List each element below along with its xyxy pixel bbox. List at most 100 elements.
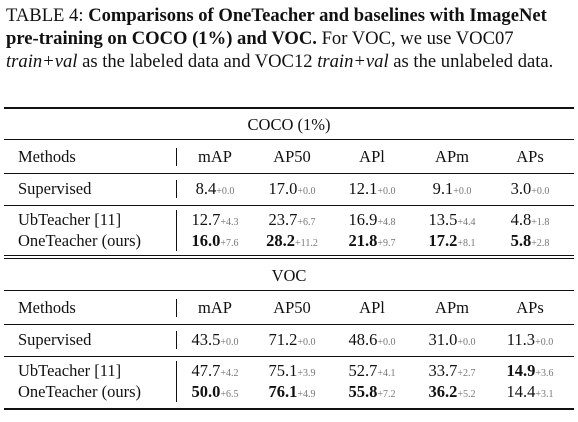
column-separator xyxy=(176,148,177,166)
caption-segment: Comparisons of OneTeacher and baselines … xyxy=(6,5,547,49)
column-separator xyxy=(176,361,177,402)
result-value: 11.3 xyxy=(506,330,536,349)
result-value: 9.1 xyxy=(432,179,454,198)
method-name: Supervised xyxy=(18,179,92,198)
column-header: mAP xyxy=(198,298,232,317)
result-value: 5.8 xyxy=(510,231,532,250)
result-gain: +7.6 xyxy=(220,238,239,249)
caption-segment: as the unlabeled data. xyxy=(388,51,554,72)
result-gain: +6.7 xyxy=(297,217,316,228)
result-cell: 14.4+3.1 xyxy=(506,382,553,402)
result-value: 31.0 xyxy=(428,330,458,349)
result-value: 17.2 xyxy=(428,231,458,250)
result-value: 52.7 xyxy=(348,361,378,380)
result-gain: +0.0 xyxy=(457,337,476,348)
result-cell: 33.7+2.7 xyxy=(428,361,475,381)
result-cell: 9.1+0.0 xyxy=(433,179,472,199)
result-value: 76.1 xyxy=(268,382,298,401)
result-gain: +2.8 xyxy=(531,238,550,249)
method-name: Supervised xyxy=(18,330,92,349)
table-rule xyxy=(4,408,574,410)
column-header: APl xyxy=(359,147,385,166)
result-cell: 21.8+9.7 xyxy=(348,231,395,251)
result-cell: 12.7+4.3 xyxy=(191,210,238,230)
result-cell: 28.2+11.2 xyxy=(266,231,318,251)
result-gain: +6.5 xyxy=(220,389,239,400)
result-cell: 50.0+6.5 xyxy=(191,382,238,402)
table-rule xyxy=(4,290,574,291)
method-name: UbTeacher [11] xyxy=(18,210,122,229)
result-gain: +4.2 xyxy=(220,368,239,379)
result-value: 12.1 xyxy=(348,179,378,198)
result-cell: 52.7+4.1 xyxy=(348,361,395,381)
result-gain: +0.0 xyxy=(297,186,316,197)
result-cell: 16.0+7.6 xyxy=(191,231,238,251)
result-value: 8.4 xyxy=(195,179,217,198)
column-separator xyxy=(176,210,177,251)
method-name: OneTeacher (ours) xyxy=(18,231,141,250)
result-cell: 3.0+0.0 xyxy=(511,179,550,199)
result-value: 48.6 xyxy=(348,330,378,349)
result-gain: +0.0 xyxy=(535,337,554,348)
table-rule xyxy=(4,356,574,357)
result-cell: 75.1+3.9 xyxy=(268,361,315,381)
result-gain: +4.3 xyxy=(220,217,239,228)
result-cell: 11.3+0.0 xyxy=(507,330,553,350)
result-value: 4.8 xyxy=(510,210,532,229)
result-value: 71.2 xyxy=(268,330,298,349)
result-value: 14.4 xyxy=(506,382,536,401)
table-rule xyxy=(4,324,574,325)
column-header: AP50 xyxy=(273,298,311,317)
table-rule xyxy=(4,258,574,259)
method-name: UbTeacher [11] xyxy=(18,361,122,380)
result-gain: +0.0 xyxy=(453,186,472,197)
result-cell: 16.9+4.8 xyxy=(348,210,395,230)
result-cell: 17.2+8.1 xyxy=(428,231,475,251)
result-value: 16.9 xyxy=(348,210,378,229)
result-cell: 4.8+1.8 xyxy=(511,210,550,230)
column-header: mAP xyxy=(198,147,232,166)
column-header: APl xyxy=(359,298,385,317)
result-gain: +0.0 xyxy=(377,337,396,348)
caption-segment: train+val xyxy=(317,51,389,72)
result-cell: 13.5+4.4 xyxy=(428,210,475,230)
result-value: 16.0 xyxy=(191,231,221,250)
column-header: AP50 xyxy=(273,147,311,166)
result-gain: +4.8 xyxy=(377,217,396,228)
result-value: 12.7 xyxy=(191,210,221,229)
result-cell: 23.7+6.7 xyxy=(268,210,315,230)
caption: TABLE 4: Comparisons of OneTeacher and b… xyxy=(6,4,572,73)
result-value: 3.0 xyxy=(510,179,532,198)
result-value: 55.8 xyxy=(348,382,378,401)
result-cell: 48.6+0.0 xyxy=(348,330,395,350)
result-gain: +8.1 xyxy=(457,238,476,249)
column-separator xyxy=(176,299,177,317)
result-cell: 55.8+7.2 xyxy=(348,382,395,402)
table-rule xyxy=(4,173,574,174)
result-cell: 31.0+0.0 xyxy=(428,330,475,350)
result-value: 13.5 xyxy=(428,210,458,229)
result-value: 28.2 xyxy=(266,231,296,250)
result-value: 23.7 xyxy=(268,210,298,229)
result-cell: 43.5+0.0 xyxy=(191,330,238,350)
result-value: 50.0 xyxy=(191,382,221,401)
result-gain: +3.9 xyxy=(297,368,316,379)
result-cell: 12.1+0.0 xyxy=(348,179,395,199)
table-rule xyxy=(4,139,574,140)
result-gain: +4.9 xyxy=(297,389,316,400)
result-cell: 71.2+0.0 xyxy=(268,330,315,350)
column-header: APs xyxy=(516,147,544,166)
result-value: 43.5 xyxy=(191,330,221,349)
table-rule xyxy=(4,205,574,206)
result-cell: 36.2+5.2 xyxy=(428,382,475,402)
column-header: APm xyxy=(435,147,469,166)
column-header: Methods xyxy=(18,298,76,317)
result-value: 21.8 xyxy=(348,231,378,250)
column-header: Methods xyxy=(18,147,76,166)
caption-segment: as the labeled data and VOC12 xyxy=(77,51,318,72)
section-title: VOC xyxy=(271,266,307,285)
result-gain: +3.1 xyxy=(535,389,554,400)
result-gain: +7.2 xyxy=(377,389,396,400)
result-gain: +9.7 xyxy=(377,238,396,249)
